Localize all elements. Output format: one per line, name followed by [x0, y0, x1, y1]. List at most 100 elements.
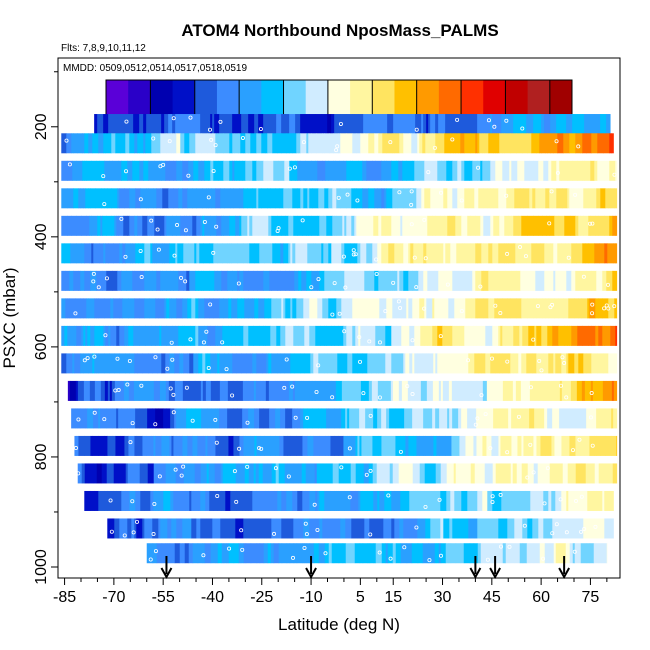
heat-cell — [106, 215, 112, 236]
sample-point — [426, 170, 431, 175]
heat-cell — [123, 215, 128, 236]
heat-cell — [310, 435, 314, 456]
heat-cell — [155, 435, 162, 456]
heat-cell — [454, 298, 461, 319]
heat-cell — [510, 325, 514, 346]
heat-cell — [613, 408, 618, 429]
heat-cell — [526, 114, 530, 135]
heat-cell — [336, 188, 341, 209]
heat-cell — [488, 518, 491, 539]
sample-point — [183, 279, 188, 284]
sample-point — [220, 340, 225, 345]
heat-cell — [193, 490, 199, 511]
heat-cell — [595, 325, 599, 346]
heat-cell — [376, 463, 382, 484]
heat-cell — [265, 325, 271, 346]
heat-cell — [565, 543, 571, 564]
heat-cell — [344, 215, 347, 236]
sample-point — [172, 253, 177, 258]
heat-cell — [533, 114, 540, 135]
heat-cell — [161, 353, 166, 374]
heat-cell — [311, 270, 318, 291]
heat-cell — [268, 114, 272, 135]
heat-cell — [461, 380, 469, 401]
heat-cell — [201, 133, 208, 154]
heat-cell — [469, 160, 473, 181]
heat-cell — [359, 543, 364, 564]
sample-point — [206, 195, 211, 200]
heat-cell — [480, 380, 484, 401]
heat-cell — [170, 270, 174, 291]
heat-cell — [155, 490, 159, 511]
heat-cell — [430, 463, 437, 484]
heat-cell — [268, 298, 272, 319]
heat-cell — [428, 353, 434, 374]
heat-cell — [505, 518, 508, 539]
sample-point — [127, 359, 132, 364]
heat-cell — [386, 408, 390, 429]
heat-cell — [260, 435, 265, 456]
heat-cell — [434, 490, 441, 511]
heat-cell — [411, 114, 416, 135]
sample-point — [152, 502, 157, 507]
heat-cell — [305, 490, 310, 511]
heat-cell — [239, 215, 242, 236]
sample-point — [493, 303, 498, 308]
heat-cell — [528, 325, 535, 346]
heat-cell — [94, 490, 99, 511]
heat-cell — [476, 408, 481, 429]
heat-cell — [544, 270, 548, 291]
heat-cell — [200, 518, 207, 539]
heat-cell — [419, 435, 424, 456]
heat-cell — [520, 518, 523, 539]
heat-cell — [149, 215, 152, 236]
heat-cell — [219, 114, 223, 135]
heat-cell — [234, 160, 237, 181]
heat-cell — [302, 490, 306, 511]
sample-point — [240, 135, 245, 140]
heat-cell — [533, 463, 539, 484]
heat-cell — [578, 353, 584, 374]
heat-cell — [330, 435, 335, 456]
sample-point — [555, 170, 560, 175]
heat-cell — [565, 518, 572, 539]
heat-cell — [464, 160, 470, 181]
heat-cell — [473, 435, 477, 456]
heat-cell — [527, 463, 533, 484]
heat-cell — [365, 408, 371, 429]
heat-cell — [315, 490, 318, 511]
heat-cell — [509, 114, 514, 135]
heat-cell — [355, 490, 359, 511]
heat-cell — [91, 215, 98, 236]
heatmap-band — [61, 188, 618, 209]
heat-cell — [390, 380, 394, 401]
sample-point — [558, 383, 563, 388]
heatmap-band — [61, 298, 618, 319]
heat-cell — [375, 114, 379, 135]
heat-cell — [129, 353, 135, 374]
sample-point — [357, 335, 362, 340]
heat-cell — [493, 133, 496, 154]
heat-cell — [588, 215, 591, 236]
heat-cell — [255, 380, 261, 401]
sample-point — [445, 282, 450, 287]
heat-cell — [208, 160, 211, 181]
heat-cell — [523, 270, 529, 291]
heat-cell — [194, 114, 198, 135]
sample-point — [423, 504, 428, 509]
heat-cell — [216, 215, 222, 236]
heat-cell — [255, 518, 259, 539]
heat-cell — [105, 243, 109, 264]
heat-cell — [362, 188, 369, 209]
heat-cell — [341, 298, 348, 319]
heat-cell — [186, 408, 192, 429]
heat-cell — [426, 243, 431, 264]
heat-cell — [351, 188, 355, 209]
heat-cell — [268, 215, 272, 236]
heat-cell — [582, 160, 585, 181]
heat-cell — [481, 243, 484, 264]
heat-cell — [582, 243, 586, 264]
sample-point — [76, 417, 81, 422]
heat-cell — [104, 353, 110, 374]
heat-cell — [171, 435, 174, 456]
